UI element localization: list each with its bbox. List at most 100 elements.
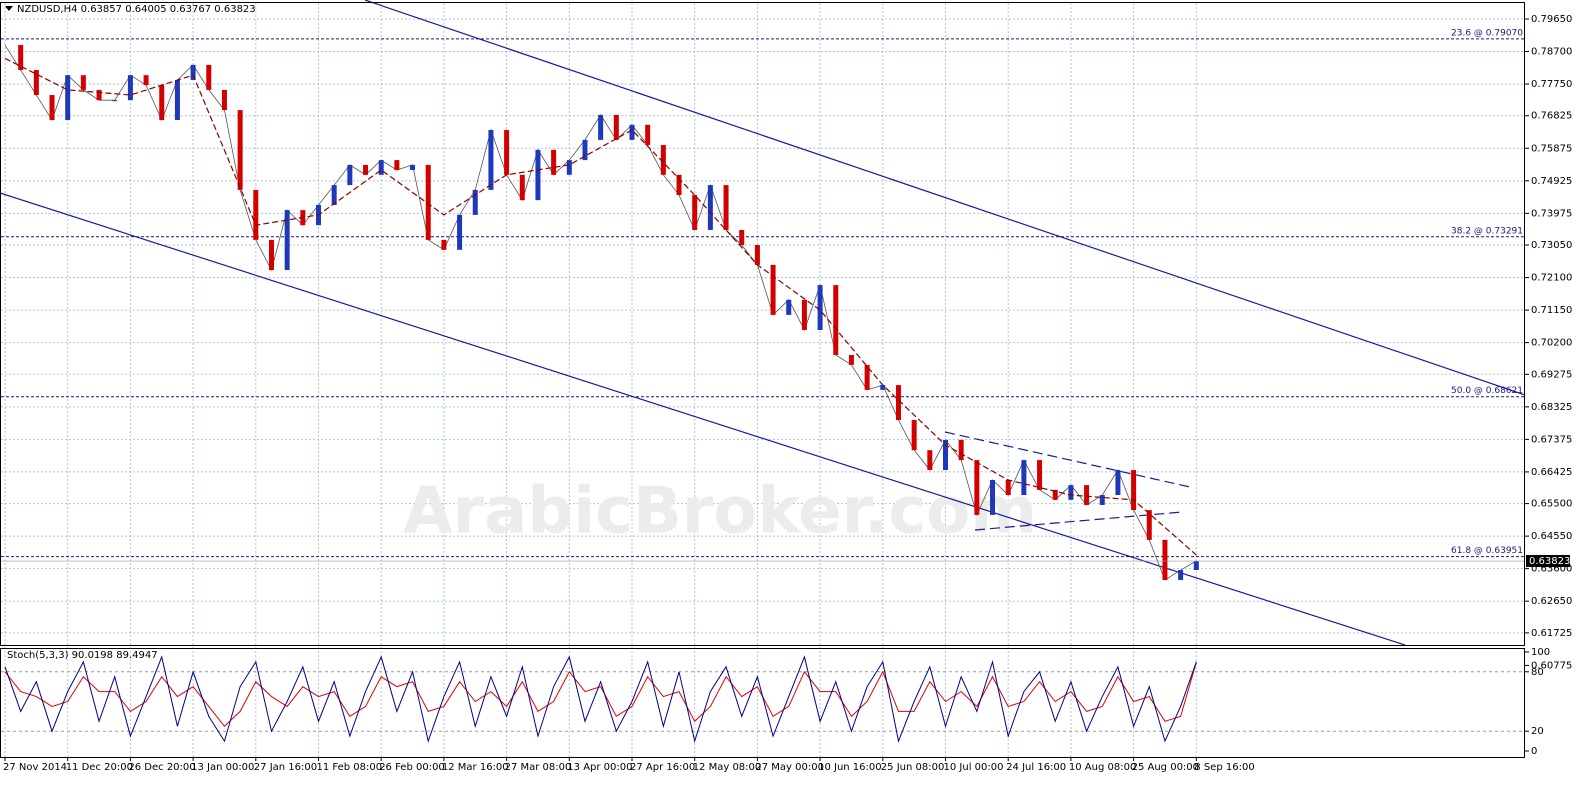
y-tick-label: 0.77750 [1531, 79, 1572, 90]
candle [1178, 570, 1184, 580]
low: 0.63767 [170, 4, 211, 15]
stoch-signal: 89.4947 [116, 650, 157, 661]
y-tick-label: 0.79650 [1531, 14, 1572, 25]
candle [911, 420, 917, 451]
y-tick-label: 0.61725 [1531, 628, 1572, 639]
candle [1052, 489, 1058, 500]
x-tick-label: 25 Jun 08:00 [881, 762, 945, 773]
candle [65, 75, 71, 121]
candle [848, 354, 854, 365]
x-tick-label: 10 Jul 00:00 [944, 762, 1004, 773]
x-tick-label: 13 Apr 00:00 [567, 762, 632, 773]
stoch-frame [0, 648, 1525, 758]
candle [221, 89, 227, 111]
candle [519, 174, 525, 201]
candle [441, 239, 447, 250]
candle [1193, 561, 1199, 571]
x-tick-label: 25 Aug 00:00 [1132, 762, 1199, 773]
candle [551, 149, 557, 175]
candle [1115, 470, 1121, 496]
y-tick-label: 80 [1531, 667, 1544, 678]
candle [1068, 485, 1074, 500]
candle [472, 189, 478, 215]
candle [958, 439, 964, 461]
y-tick-label: 0.71150 [1531, 305, 1572, 316]
candle [49, 95, 55, 121]
candle [598, 114, 604, 140]
candle [159, 85, 165, 121]
y-tick-label: 0.76825 [1531, 111, 1572, 122]
x-tick-label: 13 Jan 00:00 [191, 762, 254, 773]
candle [284, 210, 290, 271]
candle [425, 164, 431, 240]
y-tick-label: 0 [1531, 746, 1537, 757]
candle [112, 100, 118, 102]
candle [645, 124, 651, 146]
candle [1084, 485, 1090, 505]
x-tick-label: 10 Aug 08:00 [1069, 762, 1136, 773]
fib-label: 61.8 @ 0.63951 [1451, 546, 1523, 556]
open: 0.63857 [81, 4, 122, 15]
y-tick-label: 100 [1531, 647, 1550, 658]
x-tick-label: 27 May 00:00 [755, 762, 824, 773]
candle [237, 110, 243, 190]
y-tick-label: 0.73050 [1531, 240, 1572, 251]
y-tick-label: 0.62650 [1531, 596, 1572, 607]
current-price-label: 0.63823 [1529, 556, 1570, 567]
y-tick-label: 0.69275 [1531, 369, 1572, 380]
stoch-main: 90.0198 [72, 650, 113, 661]
fib-label: 50.0 @ 0.68621 [1451, 386, 1523, 396]
stoch-name: Stoch(5,3,3) [7, 650, 69, 661]
candle [457, 214, 463, 250]
candle [363, 164, 369, 175]
stoch-title: Stoch(5,3,3) 90.0198 89.4947 [7, 650, 158, 661]
candle [1037, 460, 1043, 490]
y-tick-label: 0.68325 [1531, 402, 1572, 413]
x-tick-label: 12 May 08:00 [693, 762, 762, 773]
x-tick-label: 10 Jun 16:00 [818, 762, 882, 773]
candle [18, 45, 24, 71]
candle [127, 75, 133, 101]
y-tick-label: 0.66425 [1531, 467, 1572, 478]
marks: 23.6 @ 0.79070 38.2 @ 0.73291 50.0 @ 0.686… [1, 28, 1525, 744]
candle [754, 245, 760, 265]
channel-lower [0, 192, 1406, 646]
x-tick-label: 27 Nov 2014 [3, 762, 67, 773]
candle [707, 185, 713, 230]
candle [1021, 460, 1027, 496]
candle [1146, 510, 1152, 540]
x-tick-label: 26 Feb 00:00 [379, 762, 445, 773]
candle [692, 195, 698, 230]
y-tick-label: 0.64550 [1531, 531, 1572, 542]
y-tick-label: 20 [1531, 726, 1544, 737]
candle [331, 185, 337, 205]
candle [864, 364, 870, 390]
candle [33, 70, 39, 96]
menu-arrow [5, 6, 13, 11]
candle [990, 479, 996, 515]
candle [80, 75, 86, 90]
y-tick-label: 0.78700 [1531, 47, 1572, 58]
x-tick-label: 26 Dec 20:00 [128, 762, 195, 773]
y-tick-label: 0.70200 [1531, 338, 1572, 349]
candle [253, 189, 259, 240]
candle [833, 285, 839, 355]
y-tick-label: 0.73975 [1531, 208, 1572, 219]
candle [613, 114, 619, 140]
candle [739, 229, 745, 246]
candle [1131, 470, 1137, 511]
high: 0.64005 [125, 4, 166, 15]
x-tick-label: 24 Jul 16:00 [1006, 762, 1066, 773]
candle [1005, 479, 1011, 496]
candle [801, 299, 807, 330]
candle [770, 264, 776, 315]
close: 0.63823 [214, 4, 255, 15]
x-tick-label: 27 Apr 16:00 [630, 762, 695, 773]
candle [378, 160, 384, 175]
stoch-k [4, 655, 1197, 744]
y-tick-label: 0.75875 [1531, 143, 1572, 154]
candle [268, 239, 274, 271]
channel-upper [364, 0, 1526, 396]
candle [660, 145, 666, 175]
